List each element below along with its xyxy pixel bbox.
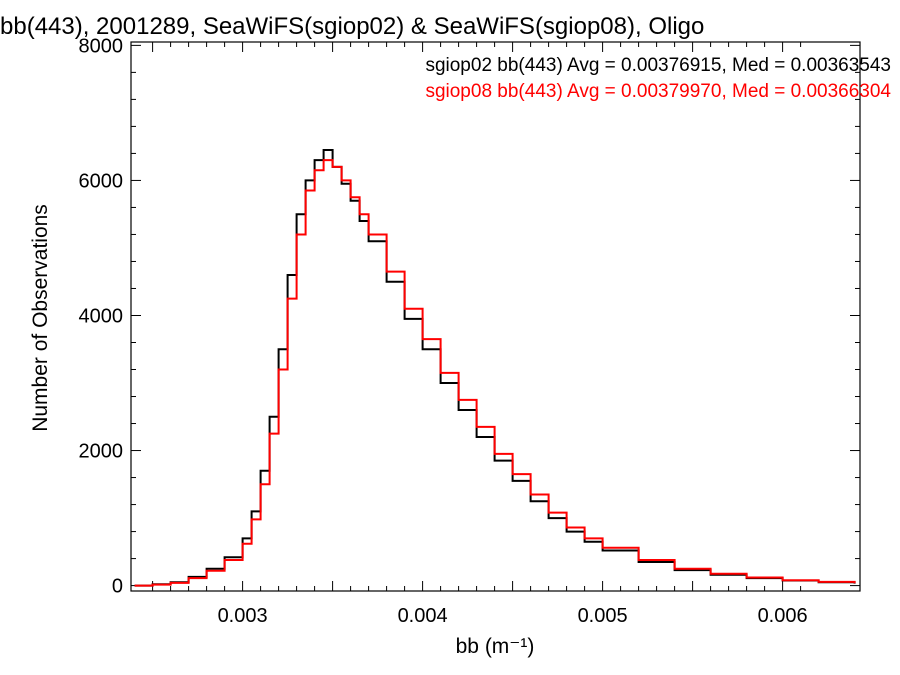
x-tick-label: 0.006: [758, 605, 808, 627]
y-tick-label: 2000: [79, 441, 124, 463]
legend-entry-sgiop02: sgiop02 bb(443) Avg = 0.00376915, Med = …: [425, 55, 891, 76]
series-line-sgiop08: [134, 159, 856, 587]
y-tick-label: 0: [112, 576, 123, 598]
y-axis: 0 2000 4000 6000 8000: [79, 35, 860, 598]
x-tick-label: 0.005: [578, 605, 628, 627]
legend-entry-sgiop08: sgiop08 bb(443) Avg = 0.00379970, Med = …: [425, 81, 891, 102]
x-tick-label: 0.003: [218, 605, 268, 627]
y-tick-label: 4000: [79, 305, 124, 327]
y-axis-label: Number of Observations: [29, 204, 52, 432]
series-layer: [134, 149, 856, 587]
plot-frame: [130, 41, 861, 592]
y-tick-label: 8000: [79, 35, 124, 57]
series-line-sgiop02: [134, 149, 856, 587]
x-axis-label: bb (m⁻¹): [456, 635, 535, 658]
x-tick-label: 0.004: [398, 605, 448, 627]
y-tick-label: 6000: [79, 170, 124, 192]
x-axis: 0.003 0.004 0.005 0.006: [152, 42, 808, 627]
chart-title: bb(443), 2001289, SeaWiFS(sgiop02) & Sea…: [0, 13, 704, 40]
